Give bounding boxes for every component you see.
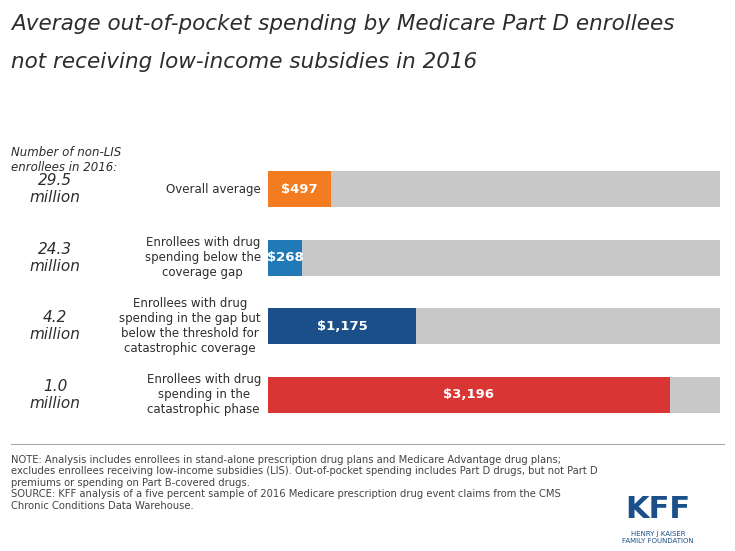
Bar — [268, 377, 670, 413]
Text: $3,196: $3,196 — [443, 388, 495, 401]
Text: Overall average: Overall average — [166, 183, 261, 196]
Bar — [268, 171, 331, 207]
Text: NOTE: Analysis includes enrollees in stand-alone prescription drug plans and Med: NOTE: Analysis includes enrollees in sta… — [11, 455, 598, 511]
Text: 29.5
million: 29.5 million — [29, 173, 81, 206]
Bar — [268, 377, 720, 413]
Bar — [268, 171, 720, 207]
Bar — [268, 240, 720, 276]
Bar — [268, 309, 416, 344]
Text: $497: $497 — [282, 183, 318, 196]
Text: $268: $268 — [267, 251, 304, 264]
Text: Enrollees with drug
spending below the
coverage gap: Enrollees with drug spending below the c… — [145, 236, 261, 279]
Text: 4.2
million: 4.2 million — [29, 310, 81, 343]
Text: 1.0
million: 1.0 million — [29, 379, 81, 411]
Text: Average out-of-pocket spending by Medicare Part D enrollees: Average out-of-pocket spending by Medica… — [11, 14, 675, 34]
Text: $1,175: $1,175 — [317, 320, 368, 333]
Text: not receiving low-income subsidies in 2016: not receiving low-income subsidies in 20… — [11, 52, 477, 72]
Text: Enrollees with drug
spending in the
catastrophic phase: Enrollees with drug spending in the cata… — [146, 374, 261, 417]
Text: 24.3
million: 24.3 million — [29, 241, 81, 274]
Text: Number of non-LIS
enrollees in 2016:: Number of non-LIS enrollees in 2016: — [11, 146, 121, 174]
Text: Enrollees with drug
spending in the gap but
below the threshold for
catastrophic: Enrollees with drug spending in the gap … — [119, 298, 261, 355]
Text: HENRY J KAISER
FAMILY FOUNDATION: HENRY J KAISER FAMILY FOUNDATION — [622, 531, 694, 544]
Bar — [268, 240, 302, 276]
Bar — [268, 309, 720, 344]
Text: KFF: KFF — [625, 495, 690, 524]
